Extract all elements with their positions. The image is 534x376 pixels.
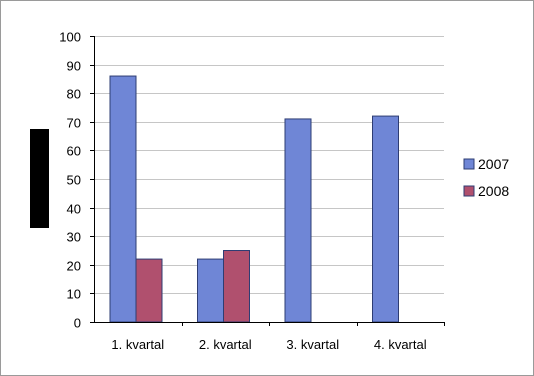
y-tick-label: 70 — [67, 116, 81, 131]
bars — [109, 75, 399, 323]
x-tick-label: 2. kvartal — [199, 337, 252, 352]
y-axis-ticks: 0 10 20 30 40 50 60 70 80 90 100 — [59, 30, 94, 331]
legend: 2007 2008 — [463, 156, 509, 199]
y-tick-label: 50 — [67, 173, 81, 188]
legend-swatch-2007 — [463, 158, 475, 170]
x-tick-label: 4. kvartal — [374, 337, 427, 352]
y-tick-label: 80 — [67, 87, 81, 102]
y-tick-label: 10 — [67, 287, 81, 302]
legend-swatch-2008 — [463, 185, 475, 197]
bar-2007-2 — [197, 258, 224, 323]
legend-label-2008: 2008 — [478, 183, 509, 199]
bar-2008-2 — [223, 250, 250, 323]
bar-2007-3 — [284, 118, 312, 323]
y-tick-label: 90 — [67, 59, 81, 74]
x-tick-label: 3. kvartal — [286, 337, 339, 352]
y-axis-label-box — [30, 129, 49, 228]
x-axis-labels: 1. kvartal 2. kvartal 3. kvartal 4. kvartal — [111, 322, 445, 352]
bar-2007-4 — [372, 115, 399, 323]
legend-label-2007: 2007 — [478, 156, 509, 172]
y-tick-label: 60 — [67, 144, 81, 159]
y-tick-label: 40 — [67, 202, 81, 217]
y-tick-label: 20 — [67, 259, 81, 274]
bar-2008-1 — [135, 258, 163, 323]
y-tick-label: 30 — [67, 230, 81, 245]
y-tick-label: 100 — [59, 30, 81, 45]
bar-2007-1 — [109, 75, 137, 323]
y-tick-label: 0 — [74, 316, 81, 331]
x-tick-label: 1. kvartal — [111, 337, 164, 352]
